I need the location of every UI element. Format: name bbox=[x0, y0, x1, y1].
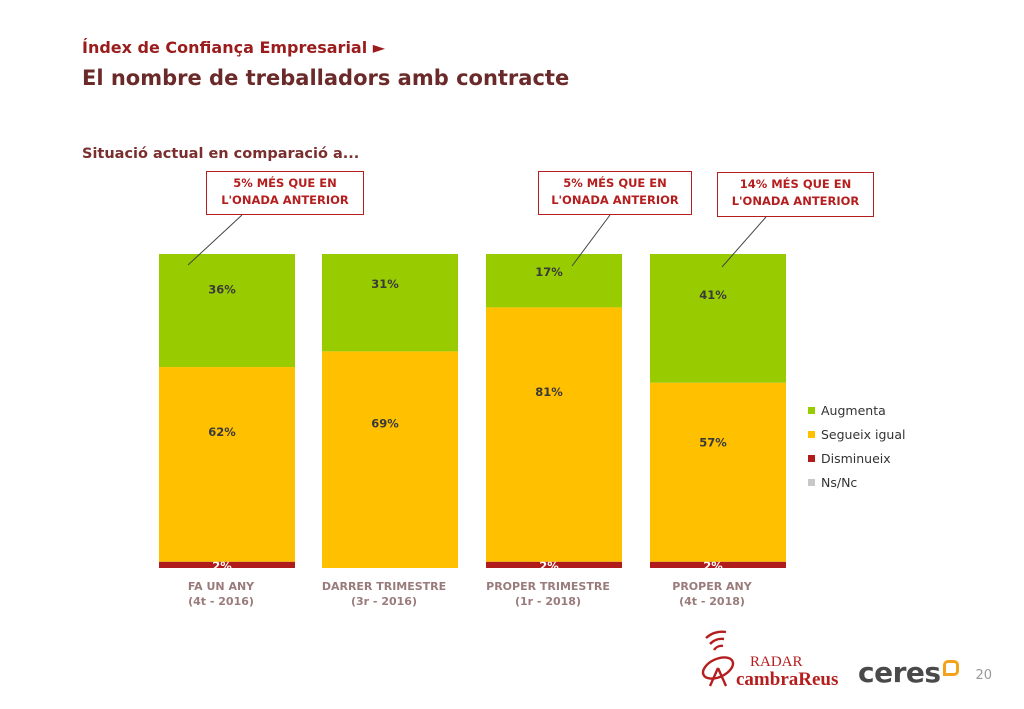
legend-label: Ns/Nc bbox=[821, 474, 858, 490]
ceres-wordmark: ceres bbox=[858, 656, 941, 689]
data-label: 36% bbox=[208, 283, 236, 297]
legend-label: Disminueix bbox=[821, 450, 891, 466]
ceres-mark-icon bbox=[942, 660, 959, 676]
data-label: 62% bbox=[208, 425, 236, 439]
callout-3: 14% MÉS QUE EN L'ONADA ANTERIOR bbox=[717, 172, 874, 217]
ceres-logo: ceres bbox=[858, 656, 959, 689]
legend-swatch bbox=[808, 406, 815, 414]
data-label: 31% bbox=[371, 277, 399, 291]
callout-pointer bbox=[187, 214, 243, 266]
data-label: 2% bbox=[212, 559, 232, 573]
data-label: 2% bbox=[703, 559, 723, 573]
x-tick-label: (1r - 2018) bbox=[515, 595, 581, 608]
bar-segment-segueix-igual bbox=[322, 351, 458, 568]
data-label: 17% bbox=[535, 265, 563, 279]
legend-label: Augmenta bbox=[821, 402, 886, 418]
callout-2-line2: L'ONADA ANTERIOR bbox=[551, 193, 679, 207]
x-tick-label: PROPER TRIMESTRE bbox=[486, 580, 610, 593]
bar-segment-augmenta bbox=[159, 254, 295, 368]
bar-segment-segueix-igual bbox=[159, 367, 295, 562]
callout-2: 5% MÉS QUE EN L'ONADA ANTERIOR bbox=[538, 171, 692, 215]
radar-cambrareus-logo: RADAR cambraReus bbox=[701, 630, 838, 690]
data-label: 81% bbox=[535, 385, 563, 399]
bar-segment-segueix-igual bbox=[650, 382, 786, 562]
x-tick-label: DARRER TRIMESTRE bbox=[322, 580, 446, 593]
data-label: 69% bbox=[371, 417, 399, 431]
legend-item: Segueix igual bbox=[808, 422, 905, 446]
data-label: 2% bbox=[539, 559, 559, 573]
bar-segment-augmenta bbox=[486, 254, 622, 308]
chart-kicker: Índex de Confiança Empresarial ► bbox=[82, 38, 386, 57]
page-title: El nombre de treballadors amb contracte bbox=[82, 66, 570, 90]
callout-3-line1: 14% MÉS QUE EN bbox=[739, 177, 852, 191]
bar-segment-segueix-igual bbox=[486, 307, 622, 562]
legend-label: Segueix igual bbox=[821, 426, 906, 442]
callout-1-line2: L'ONADA ANTERIOR bbox=[221, 193, 349, 207]
callout-3-line2: L'ONADA ANTERIOR bbox=[731, 194, 860, 208]
bar-segment-disminueix bbox=[486, 561, 622, 568]
callout-2-line1: 5% MÉS QUE EN bbox=[563, 176, 667, 190]
bar-segment-augmenta bbox=[650, 254, 786, 383]
radar-wordmark: RADAR bbox=[750, 654, 803, 670]
bar-segment-disminueix bbox=[159, 561, 295, 568]
radar-dish-icon bbox=[701, 630, 735, 687]
x-tick-label: PROPER ANY bbox=[672, 580, 752, 593]
bar-segment-disminueix bbox=[650, 561, 786, 568]
bar-segment-augmenta bbox=[322, 254, 458, 352]
x-tick-label: (4t - 2018) bbox=[679, 595, 745, 608]
callout-pointer bbox=[571, 214, 611, 267]
callout-1-line1: 5% MÉS QUE EN bbox=[233, 176, 337, 190]
cambrareus-wordmark: cambraReus bbox=[736, 669, 838, 690]
callout-1: 5% MÉS QUE EN L'ONADA ANTERIOR bbox=[206, 171, 364, 215]
callout-pointer bbox=[721, 216, 767, 268]
chart-legend: Augmenta Segueix igual Disminueix Ns/Nc bbox=[808, 398, 905, 494]
x-tick-label: (4t - 2016) bbox=[188, 595, 254, 608]
chart-subtitle: Situació actual en comparació a... bbox=[82, 146, 360, 162]
legend-swatch bbox=[808, 454, 815, 462]
legend-item: Disminueix bbox=[808, 446, 905, 470]
data-label: 57% bbox=[699, 435, 727, 449]
x-tick-label: (3r - 2016) bbox=[351, 595, 417, 608]
x-tick-label: FA UN ANY bbox=[188, 580, 255, 593]
data-label: 41% bbox=[699, 288, 727, 302]
legend-item: Augmenta bbox=[808, 398, 905, 422]
page-number: 20 bbox=[975, 668, 992, 683]
legend-swatch bbox=[808, 430, 815, 438]
legend-item: Ns/Nc bbox=[808, 470, 905, 494]
legend-swatch bbox=[808, 478, 815, 486]
